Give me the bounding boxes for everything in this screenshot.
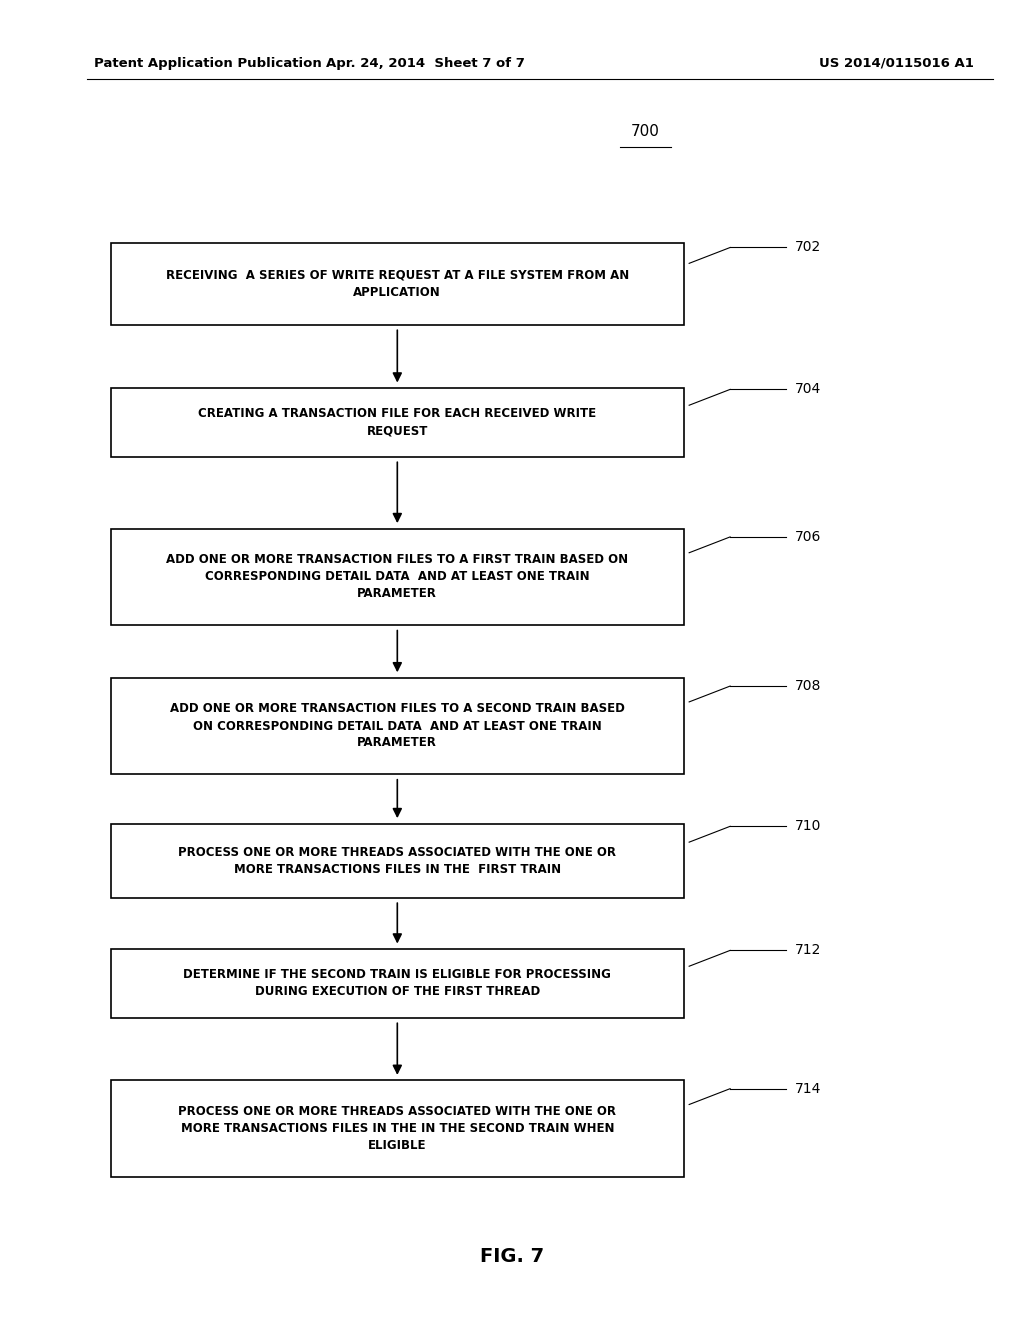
Text: 714: 714: [795, 1081, 821, 1096]
Text: ADD ONE OR MORE TRANSACTION FILES TO A SECOND TRAIN BASED
ON CORRESPONDING DETAI: ADD ONE OR MORE TRANSACTION FILES TO A S…: [170, 702, 625, 750]
Bar: [111, 678, 684, 774]
Text: US 2014/0115016 A1: US 2014/0115016 A1: [818, 57, 974, 70]
Text: CREATING A TRANSACTION FILE FOR EACH RECEIVED WRITE
REQUEST: CREATING A TRANSACTION FILE FOR EACH REC…: [199, 408, 596, 437]
Text: Apr. 24, 2014  Sheet 7 of 7: Apr. 24, 2014 Sheet 7 of 7: [326, 57, 524, 70]
Bar: [111, 243, 684, 325]
Bar: [111, 1080, 684, 1177]
Text: PROCESS ONE OR MORE THREADS ASSOCIATED WITH THE ONE OR
MORE TRANSACTIONS FILES I: PROCESS ONE OR MORE THREADS ASSOCIATED W…: [178, 846, 616, 875]
Text: 706: 706: [795, 529, 821, 544]
Text: 704: 704: [795, 383, 821, 396]
Text: DETERMINE IF THE SECOND TRAIN IS ELIGIBLE FOR PROCESSING
DURING EXECUTION OF THE: DETERMINE IF THE SECOND TRAIN IS ELIGIBL…: [183, 969, 611, 998]
Text: 700: 700: [631, 124, 659, 140]
Bar: [111, 824, 684, 898]
Bar: [111, 529, 684, 626]
Text: PROCESS ONE OR MORE THREADS ASSOCIATED WITH THE ONE OR
MORE TRANSACTIONS FILES I: PROCESS ONE OR MORE THREADS ASSOCIATED W…: [178, 1105, 616, 1152]
Text: 712: 712: [795, 944, 821, 957]
Bar: [111, 388, 684, 457]
Bar: [111, 949, 684, 1018]
Text: 710: 710: [795, 820, 821, 833]
Text: Patent Application Publication: Patent Application Publication: [94, 57, 322, 70]
Text: ADD ONE OR MORE TRANSACTION FILES TO A FIRST TRAIN BASED ON
CORRESPONDING DETAIL: ADD ONE OR MORE TRANSACTION FILES TO A F…: [166, 553, 629, 601]
Text: RECEIVING  A SERIES OF WRITE REQUEST AT A FILE SYSTEM FROM AN
APPLICATION: RECEIVING A SERIES OF WRITE REQUEST AT A…: [166, 269, 629, 298]
Text: 702: 702: [795, 240, 821, 255]
Text: FIG. 7: FIG. 7: [480, 1247, 544, 1266]
Text: 708: 708: [795, 678, 821, 693]
